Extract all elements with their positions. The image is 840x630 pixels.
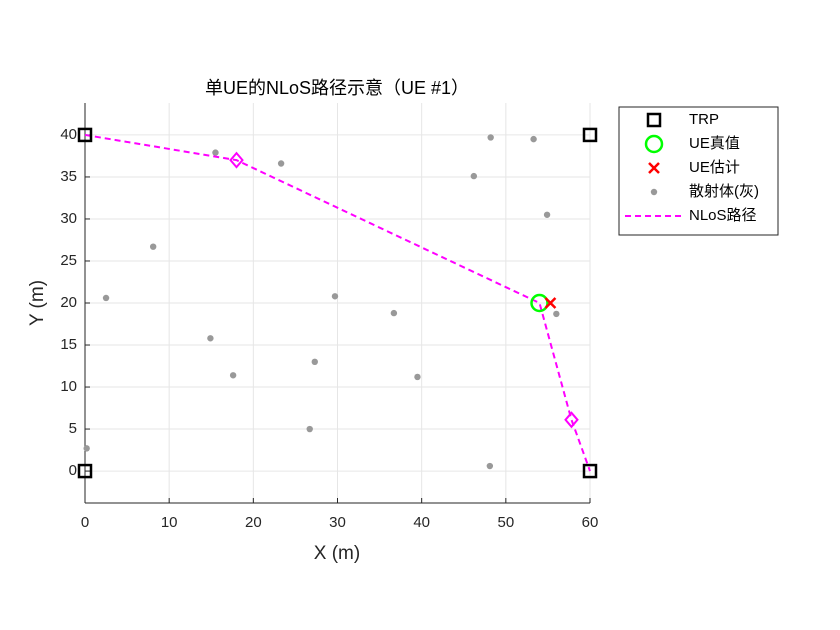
y-axis-label: Y (m) — [27, 280, 48, 326]
scatterer-marker — [102, 294, 110, 302]
y-tick-label: 20 — [60, 294, 77, 311]
y-tick-label: 30 — [60, 210, 77, 227]
trp-marker — [582, 463, 598, 479]
y-tick-label: 0 — [69, 462, 77, 479]
x-tick-label: 60 — [582, 514, 599, 531]
scatterer-marker — [83, 445, 90, 452]
legend-marker — [648, 162, 660, 174]
x-tick-label: 40 — [413, 514, 430, 531]
legend-label: NLoS路径 — [689, 207, 757, 224]
x-tick-label: 0 — [81, 514, 89, 531]
scatterer-marker — [487, 134, 494, 141]
scatterer-marker — [530, 135, 537, 143]
legend-box — [618, 106, 779, 236]
y-tick-label: 35 — [60, 168, 77, 185]
legend-marker — [650, 188, 658, 196]
x-tick-label: 30 — [329, 514, 346, 531]
scatterer-marker — [543, 211, 551, 218]
scatterer-marker — [486, 462, 494, 470]
scatterer-marker — [390, 309, 398, 317]
scatterer-marker — [229, 372, 237, 379]
x-tick-label: 10 — [161, 514, 178, 531]
legend-marker — [644, 134, 664, 154]
legend-label: UE真值 — [689, 134, 740, 152]
scatterer-marker — [277, 160, 285, 167]
trp-marker — [77, 463, 93, 479]
scatterer-marker — [553, 310, 560, 318]
chart-title: 单UE的NLoS路径示意（UE #1） — [205, 78, 469, 98]
scatterer-marker — [306, 425, 313, 433]
scatterer-marker — [414, 373, 421, 381]
scatterer-marker — [331, 293, 339, 300]
x-tick-label: 50 — [497, 514, 514, 531]
scatterer-marker — [470, 172, 478, 180]
x-axis-label: X (m) — [314, 543, 360, 564]
legend-label: TRP — [689, 111, 719, 128]
y-tick-label: 15 — [60, 336, 77, 353]
y-tick-label: 40 — [60, 126, 77, 143]
ue-estimate-marker — [544, 297, 557, 309]
ue-true-marker — [530, 293, 549, 313]
scatterer-marker — [311, 358, 318, 366]
nlos-path — [84, 133, 591, 472]
y-tick-label: 5 — [69, 420, 77, 437]
reflection-marker — [229, 151, 244, 169]
legend-marker — [646, 112, 662, 128]
y-tick-label: 25 — [60, 252, 77, 269]
legend-label: 散射体(灰) — [689, 183, 759, 200]
scatterer-marker — [212, 149, 219, 156]
trp-marker — [582, 127, 598, 143]
y-tick-label: 10 — [60, 378, 77, 395]
trp-marker — [77, 127, 93, 143]
scatterer-marker — [207, 335, 214, 342]
scatterer-marker — [149, 243, 157, 250]
reflection-marker — [564, 411, 579, 429]
legend-label: UE估计 — [689, 159, 740, 176]
x-tick-label: 20 — [245, 514, 262, 531]
